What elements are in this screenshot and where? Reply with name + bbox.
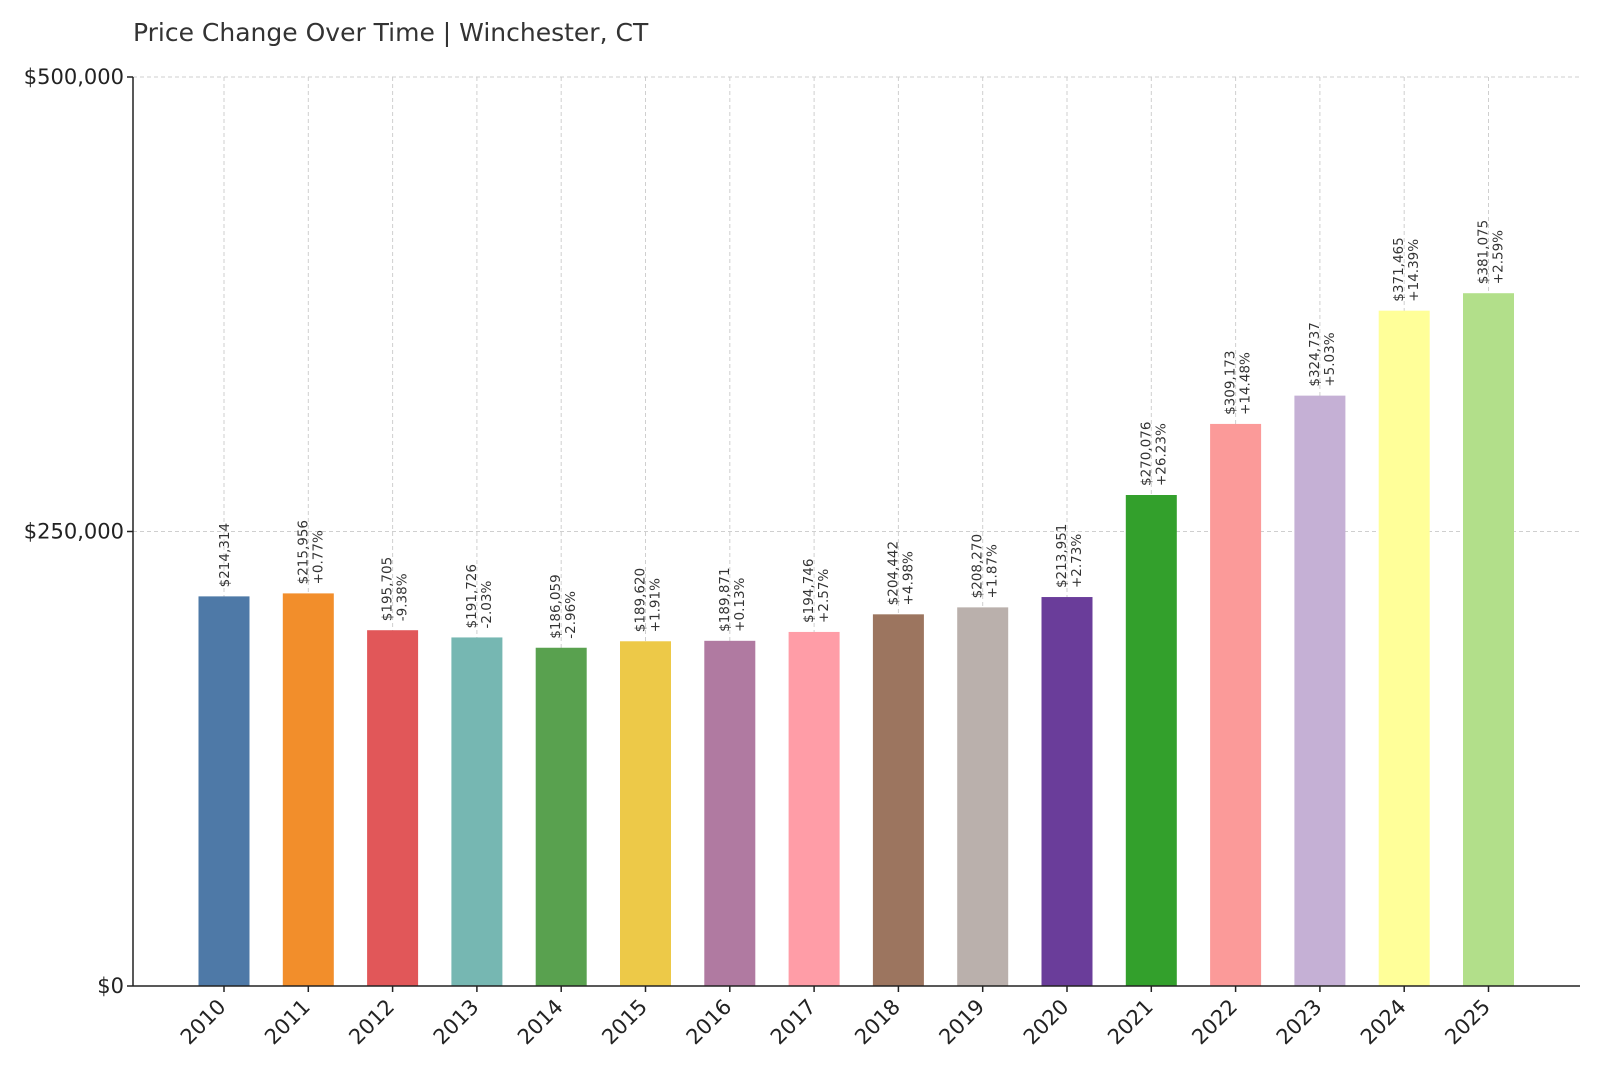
value-label: $195,705 bbox=[380, 557, 396, 621]
value-label: $213,951 bbox=[1054, 524, 1070, 588]
change-label: +2.57% bbox=[816, 569, 832, 623]
data-labels-layer: $214,314 $215,956 +0.77% $195,705 -9.38% $191… bbox=[217, 220, 1507, 639]
x-tick-label: 2015 bbox=[597, 995, 652, 1050]
x-tick-label: 2010 bbox=[176, 995, 231, 1050]
x-tick-label: 2018 bbox=[850, 995, 905, 1050]
change-label: +2.73% bbox=[1069, 534, 1085, 588]
bar-2023 bbox=[1294, 395, 1346, 986]
x-tick-label: 2016 bbox=[682, 995, 737, 1050]
x-tick-label: 2013 bbox=[429, 995, 484, 1050]
x-tick-label: 2014 bbox=[513, 995, 568, 1050]
value-label: $371,465 bbox=[1391, 237, 1407, 301]
change-label: +1.87% bbox=[985, 544, 1001, 598]
change-label: +14.48% bbox=[1238, 352, 1254, 415]
change-label: -2.03% bbox=[479, 581, 495, 629]
value-label: $381,075 bbox=[1476, 220, 1492, 284]
value-label: $309,173 bbox=[1223, 351, 1239, 415]
x-tick-label: 2011 bbox=[260, 995, 315, 1050]
x-tick-label: 2024 bbox=[1356, 995, 1411, 1050]
bar-2012 bbox=[367, 630, 419, 986]
bar-2020 bbox=[1041, 597, 1093, 986]
value-label: $189,620 bbox=[633, 568, 649, 632]
bar-2017 bbox=[788, 631, 840, 986]
bar-2016 bbox=[704, 640, 756, 986]
bar-2014 bbox=[535, 647, 587, 986]
value-label: $324,737 bbox=[1307, 322, 1323, 386]
bar-2018 bbox=[872, 614, 924, 986]
x-tick-label: 2020 bbox=[1019, 995, 1074, 1050]
change-label: +0.77% bbox=[310, 530, 326, 584]
axes-layer bbox=[127, 76, 1580, 992]
value-label: $204,442 bbox=[885, 541, 901, 605]
x-tick-label: 2021 bbox=[1103, 995, 1158, 1050]
x-tick-label: 2019 bbox=[934, 995, 989, 1050]
y-tick-label: $0 bbox=[97, 974, 124, 998]
value-label: $194,746 bbox=[801, 559, 817, 623]
value-label: $186,059 bbox=[548, 574, 564, 638]
bars-layer bbox=[198, 293, 1514, 987]
change-label: -9.38% bbox=[395, 573, 411, 621]
value-label: $270,076 bbox=[1138, 422, 1154, 486]
change-label: +5.03% bbox=[1322, 332, 1338, 386]
y-tick-label: $500,000 bbox=[24, 65, 124, 89]
value-label: $215,956 bbox=[295, 520, 311, 584]
bar-2021 bbox=[1125, 495, 1177, 986]
value-label: $191,726 bbox=[464, 564, 480, 628]
bar-2024 bbox=[1378, 310, 1430, 986]
change-label: +1.91% bbox=[648, 578, 664, 632]
bar-2022 bbox=[1210, 423, 1262, 987]
bar-2011 bbox=[282, 593, 334, 986]
x-tick-label: 2022 bbox=[1187, 995, 1242, 1050]
x-tick-label: 2025 bbox=[1440, 995, 1495, 1050]
change-label: +0.13% bbox=[732, 577, 748, 631]
bar-2025 bbox=[1463, 293, 1514, 986]
y-tick-label: $250,000 bbox=[24, 520, 124, 544]
chart-title: Price Change Over Time | Winchester, CT bbox=[133, 18, 649, 47]
value-label: $214,314 bbox=[217, 523, 233, 587]
bar-2013 bbox=[451, 637, 503, 986]
bar-2019 bbox=[957, 607, 1009, 986]
change-label: +14.39% bbox=[1406, 239, 1422, 302]
change-label: +26.23% bbox=[1153, 423, 1169, 486]
x-tick-label: 2012 bbox=[344, 995, 399, 1050]
bar-2010 bbox=[198, 596, 250, 986]
x-tick-label: 2017 bbox=[766, 995, 821, 1050]
grid-layer bbox=[133, 76, 1580, 986]
change-label: -2.96% bbox=[563, 591, 579, 639]
value-label: $189,871 bbox=[717, 567, 733, 631]
change-label: +4.98% bbox=[900, 551, 916, 605]
change-label: +2.59% bbox=[1491, 230, 1507, 284]
x-tick-label: 2023 bbox=[1272, 995, 1327, 1050]
bar-2015 bbox=[620, 641, 671, 986]
value-label: $208,270 bbox=[970, 534, 986, 598]
